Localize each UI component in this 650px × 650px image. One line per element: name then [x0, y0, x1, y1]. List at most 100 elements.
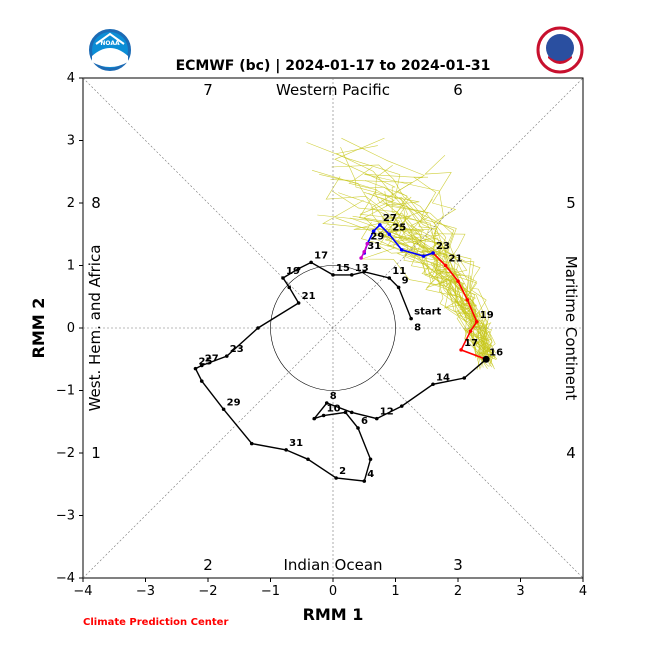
data-label: 29: [227, 397, 241, 408]
data-point: [462, 376, 467, 380]
data-point: [399, 248, 404, 252]
y-tick-label: −4: [56, 571, 75, 586]
region-label-top: Western Pacific: [276, 81, 390, 99]
data-point: [474, 319, 479, 324]
series-line: [432, 252, 487, 361]
phase-label: 2: [203, 556, 213, 574]
data-label: 23: [230, 344, 244, 355]
ensemble-members: [306, 137, 498, 370]
data-label: 19: [480, 310, 494, 321]
data-label: 31: [289, 438, 303, 449]
data-point: [387, 276, 392, 280]
unit-circle: [270, 265, 396, 391]
data-point: [349, 410, 354, 415]
data-point: [468, 329, 473, 333]
data-point: [396, 285, 401, 290]
series-forecast_end: [359, 241, 370, 260]
phase-label: 7: [203, 81, 213, 99]
data-point: [387, 232, 392, 237]
data-point: [459, 348, 463, 352]
data-label: 23: [436, 241, 450, 252]
data-point: [296, 301, 301, 305]
data-label: 11: [392, 266, 406, 277]
data-label: 10: [327, 404, 341, 415]
credit-text: Climate Prediction Center: [83, 617, 228, 628]
data-label: 27: [205, 354, 219, 365]
data-label: 4: [367, 469, 374, 480]
data-point: [296, 266, 301, 271]
y-axis-label: RMM 2: [29, 298, 48, 359]
data-point: [421, 254, 426, 258]
y-tick-label: 4: [67, 71, 75, 86]
series-line: [194, 261, 487, 482]
y-tick-label: 0: [67, 321, 75, 336]
data-label: 16: [489, 347, 503, 358]
phase-label: 8: [91, 194, 101, 212]
data-point: [306, 457, 310, 462]
phase-label: 4: [566, 444, 576, 462]
data-point: [431, 251, 435, 255]
data-point: [368, 457, 373, 462]
data-point: [331, 273, 335, 277]
data-label: 31: [367, 241, 381, 252]
ensemble-member-line: [332, 190, 481, 370]
ensemble-member-line: [397, 196, 484, 358]
data-point: [312, 416, 317, 421]
data-point: [349, 273, 354, 277]
x-tick-label: 2: [454, 584, 462, 599]
data-point: [465, 298, 470, 302]
data-point: [399, 404, 404, 408]
data-point: [221, 407, 226, 412]
data-point: [374, 416, 379, 421]
data-label: 9: [402, 275, 409, 286]
ensemble-member-line: [378, 219, 496, 356]
data-point: [249, 441, 254, 446]
data-label: 6: [361, 416, 368, 427]
data-label: 29: [370, 232, 384, 243]
data-point: [362, 479, 367, 483]
x-tick-label: −4: [73, 584, 92, 599]
phase-label: 1: [91, 444, 101, 462]
data-point: [456, 279, 460, 283]
data-label: 15: [336, 263, 350, 274]
data-label: 12: [380, 407, 394, 418]
data-label: 27: [383, 213, 397, 224]
ensemble-member-line: [349, 217, 493, 368]
data-point: [199, 363, 204, 368]
y-tick-label: −3: [56, 509, 75, 524]
ensemble-member-line: [341, 137, 491, 367]
y-tick-label: 1: [67, 259, 75, 274]
data-point: [224, 354, 229, 358]
y-tick-label: −1: [56, 384, 75, 399]
data-point: [193, 366, 198, 371]
data-label: 14: [436, 372, 450, 383]
y-tick-label: 2: [67, 196, 75, 211]
x-tick-label: 0: [329, 584, 337, 599]
data-point: [362, 249, 367, 254]
data-point: [443, 263, 448, 268]
data-point: [199, 379, 204, 383]
data-label: 21: [302, 291, 316, 302]
last-observation-marker: [482, 355, 490, 363]
data-point: [287, 285, 292, 290]
ensemble-member-line: [335, 145, 495, 353]
x-tick-label: 4: [579, 584, 587, 599]
y-tick-label: 3: [67, 134, 75, 149]
data-label: 8: [330, 391, 337, 402]
phase-label: 3: [453, 556, 463, 574]
data-point: [284, 448, 288, 452]
data-label: 25: [199, 357, 213, 368]
y-tick-label: −2: [56, 446, 75, 461]
series-line: [363, 223, 434, 257]
data-point: [334, 476, 338, 480]
data-label: 21: [449, 254, 463, 265]
data-point: [309, 260, 313, 265]
data-label: start: [414, 307, 441, 318]
chart-title: ECMWF (bc) | 2024-01-17 to 2024-01-31: [176, 58, 491, 74]
ensemble-member-line: [348, 166, 498, 360]
phase-label: 5: [566, 194, 576, 212]
data-point: [324, 401, 329, 405]
